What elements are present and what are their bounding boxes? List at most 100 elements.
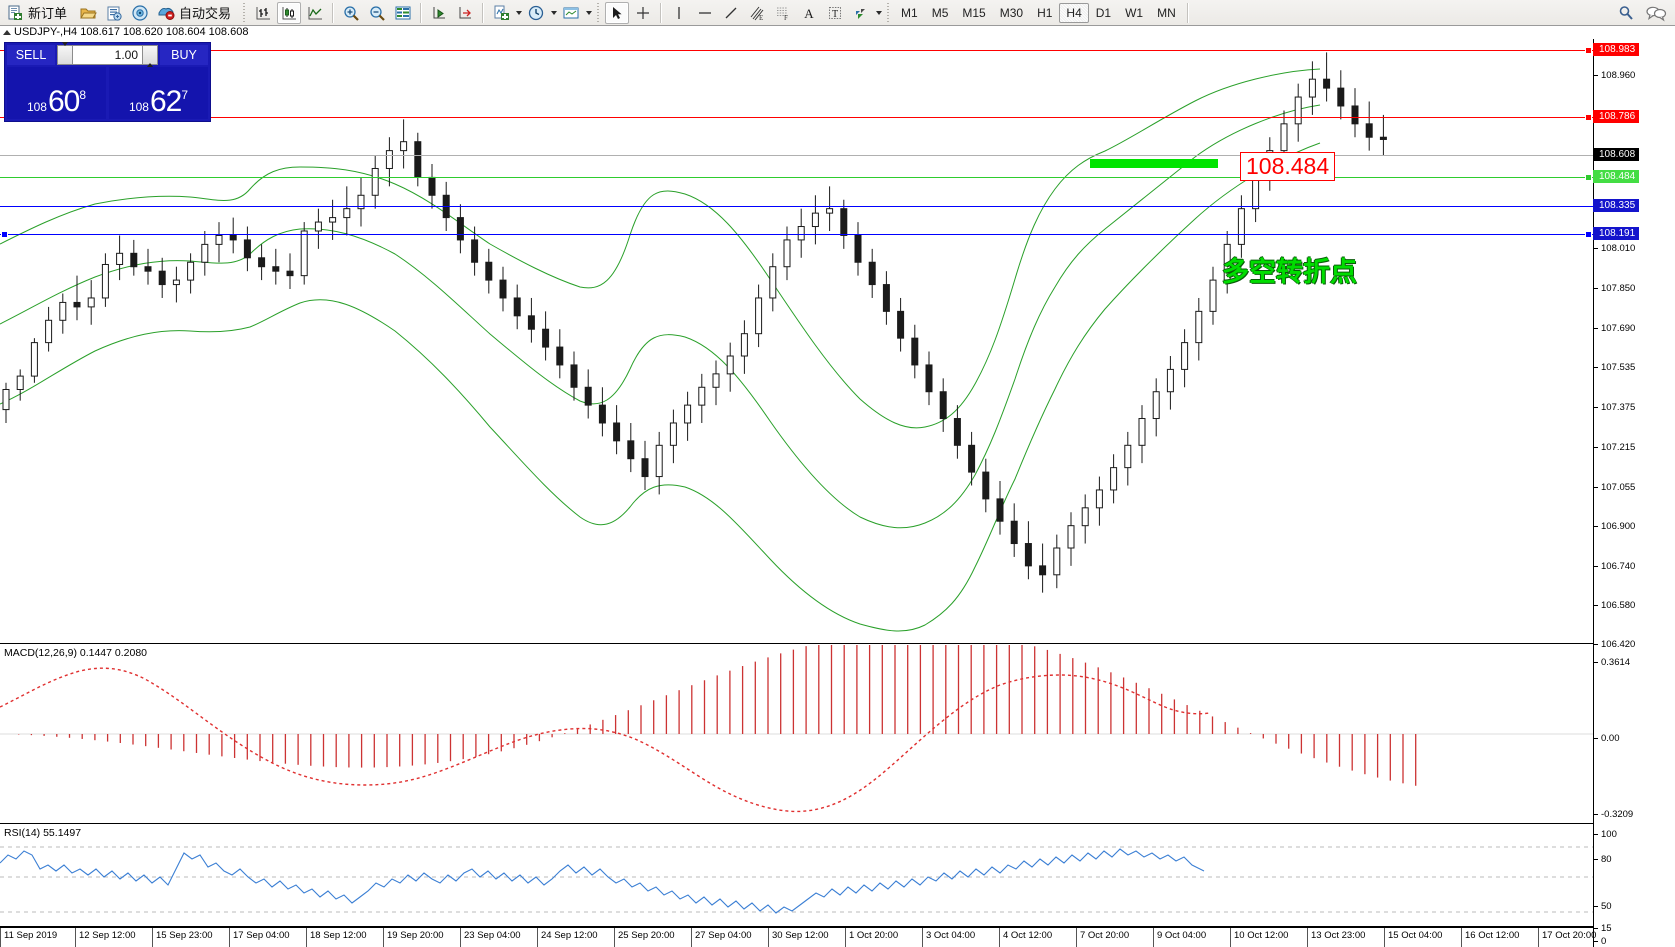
auto-scroll-button[interactable] [427, 2, 451, 24]
vertical-line-button[interactable] [667, 2, 691, 24]
price-badge-resistance-2[interactable]: 108.786 [1593, 110, 1640, 123]
support-line-blue-2[interactable] [0, 234, 1593, 235]
text-button[interactable]: A [797, 2, 821, 24]
chinese-annotation[interactable]: 多空转折点 [1222, 257, 1357, 287]
horizontal-line-button[interactable] [693, 2, 717, 24]
support-line-green-grip[interactable] [1585, 174, 1592, 181]
equidistant-channel-icon: E [750, 6, 764, 22]
time-tick: 15 Sep 23:00 [152, 928, 213, 947]
current-price-line [0, 155, 1593, 156]
line-chart-button[interactable] [303, 2, 327, 24]
buy-price-big: 62 [149, 85, 182, 118]
price-tick: 108.960 [1594, 70, 1675, 81]
main-toolbar: 新订单 [0, 0, 1675, 26]
timeframe-d1[interactable]: D1 [1095, 5, 1112, 20]
indicators-button[interactable] [489, 2, 513, 24]
timeframe-m5[interactable]: M5 [931, 5, 949, 20]
collapse-triangle-icon[interactable] [3, 30, 11, 35]
data-folder-button[interactable] [76, 2, 100, 24]
chat-icon[interactable] [1645, 4, 1667, 22]
support-line-blue-1[interactable] [0, 206, 1593, 207]
support-line-green[interactable] [0, 177, 1593, 178]
time-axis[interactable]: 11 Sep 2019 12 Sep 12:00 15 Sep 23:00 17… [0, 927, 1596, 947]
candlestick-chart-icon [282, 6, 297, 19]
buy-button-label[interactable]: BUY [160, 45, 208, 65]
resistance-line-1-grip[interactable] [1585, 47, 1592, 54]
one-click-trading-prices: 108 60 8 108 62 7 [5, 67, 210, 121]
timeframe-m1[interactable]: M1 [901, 5, 918, 20]
buy-price-button[interactable]: 108 62 7 [109, 67, 208, 119]
time-tick: 10 Oct 12:00 [1230, 928, 1288, 947]
volume-decrement-button[interactable] [57, 45, 73, 65]
metaeditor-button[interactable] [102, 2, 126, 24]
search-icon[interactable] [1617, 4, 1635, 22]
macd-pane[interactable]: MACD(12,26,9) 0.1447 0.2080 [0, 645, 1593, 824]
templates-button[interactable] [559, 2, 583, 24]
trendline-button[interactable] [719, 2, 743, 24]
candlestick-chart-button[interactable] [277, 1, 302, 24]
price-badge-support-3[interactable]: 108.191 [1593, 227, 1640, 240]
bollinger-lower-line [0, 142, 1321, 632]
chart-grid-button[interactable] [391, 2, 415, 24]
macd-label: MACD(12,26,9) 0.1447 0.2080 [4, 647, 148, 659]
price-badge-support-1[interactable]: 108.484 [1593, 170, 1640, 183]
price-badge-resistance-1[interactable]: 108.983 [1593, 43, 1640, 56]
highlight-zone[interactable] [1090, 159, 1218, 168]
shapes-button[interactable] [849, 2, 873, 24]
price-annotation-box[interactable]: 108.484 [1240, 152, 1336, 181]
toolbar-grip-1[interactable] [242, 2, 248, 23]
periods-button[interactable] [524, 2, 548, 24]
chart-window[interactable]: USDJPY-,H4 108.617 108.620 108.604 108.6… [0, 26, 1675, 947]
sell-price-button[interactable]: 108 60 8 [7, 67, 106, 119]
resistance-line-2[interactable] [0, 117, 1593, 118]
timeframe-m15[interactable]: M15 [962, 5, 986, 20]
toolbar-grip-2[interactable] [596, 2, 602, 23]
templates-dropdown-caret[interactable] [584, 3, 593, 23]
price-pane[interactable]: 108.484 多空转折点 [0, 39, 1593, 644]
new-order-button[interactable]: 新订单 [3, 2, 74, 24]
navigator-button[interactable] [128, 2, 152, 24]
bar-chart-button[interactable] [251, 2, 275, 24]
resistance-line-1[interactable] [0, 50, 1593, 51]
timeframe-h1[interactable]: H1 [1037, 5, 1053, 20]
macd-tick: -0.3209 [1594, 809, 1675, 820]
text-label-button[interactable]: T [823, 2, 847, 24]
crosshair-button[interactable] [631, 2, 655, 24]
time-tick: 19 Sep 20:00 [383, 928, 444, 947]
toolbar-grip-3[interactable] [886, 2, 892, 23]
cursor-button[interactable] [605, 1, 630, 24]
volume-input[interactable]: 1.00 [73, 45, 142, 65]
timeframe-mn[interactable]: MN [1157, 5, 1176, 20]
volume-stepper[interactable]: 1.00 [57, 45, 158, 65]
indicators-dropdown-caret[interactable] [514, 3, 523, 23]
rsi-pane[interactable]: RSI(14) 55.1497 [0, 825, 1593, 927]
zoom-in-button[interactable] [339, 2, 363, 24]
resistance-line-2-grip[interactable] [1585, 114, 1592, 121]
new-order-icon [8, 5, 22, 20]
equidistant-channel-button[interactable]: E [745, 2, 769, 24]
chart-plot-area[interactable]: 108.484 多空转折点 MACD(12,26,9) 0.1447 0.208… [0, 39, 1596, 947]
support-line-blue-2-grip-left[interactable] [1, 231, 8, 238]
time-tick: 13 Oct 23:00 [1307, 928, 1365, 947]
autotrading-button[interactable]: 自动交易 [154, 2, 238, 24]
volume-increment-button[interactable] [142, 45, 158, 65]
sell-button-label[interactable]: SELL [7, 45, 55, 65]
fibonacci-button[interactable]: F [771, 2, 795, 24]
periods-dropdown-caret[interactable] [549, 3, 558, 23]
price-badge-current[interactable]: 108.608 [1593, 148, 1640, 161]
chart-shift-button[interactable] [453, 2, 477, 24]
shapes-dropdown-caret[interactable] [874, 3, 883, 23]
price-badge-support-2[interactable]: 108.335 [1593, 199, 1640, 212]
timeframe-m30[interactable]: M30 [999, 5, 1024, 20]
one-click-trading-panel[interactable]: SELL 1.00 BUY 108 60 8 [4, 42, 211, 122]
toolbar-separator-3 [482, 2, 485, 23]
toolbar-separator-5 [1186, 2, 1189, 23]
timeframe-h4[interactable]: H4 [1059, 2, 1089, 23]
price-scale[interactable]: 108.960 108.645 108.170 108.010 107.850 … [1593, 39, 1675, 947]
trendline-icon [725, 7, 737, 18]
support-line-blue-2-grip[interactable] [1585, 231, 1592, 238]
zoom-out-button[interactable] [365, 2, 389, 24]
time-tick: 24 Sep 12:00 [537, 928, 598, 947]
time-tick: 27 Sep 04:00 [691, 928, 752, 947]
timeframe-w1[interactable]: W1 [1125, 5, 1144, 20]
